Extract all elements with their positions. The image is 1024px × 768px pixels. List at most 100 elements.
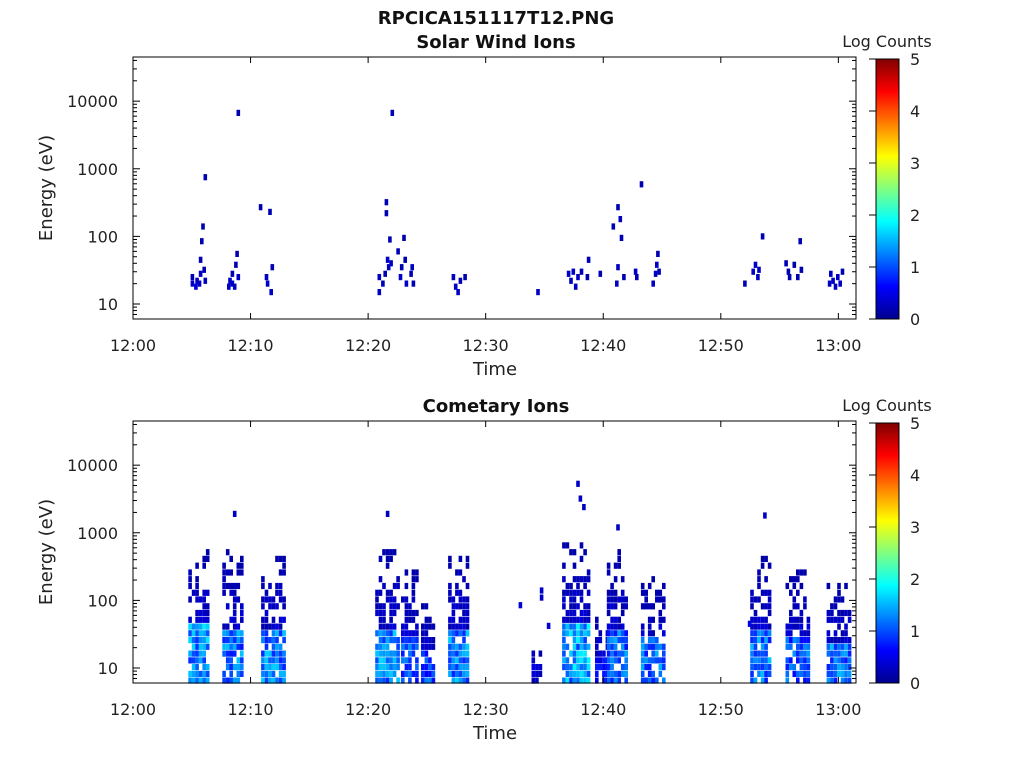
heatmap-cell <box>205 549 210 556</box>
heatmap-cell <box>562 589 566 596</box>
heatmap-cell <box>572 596 577 603</box>
heatmap-cell <box>264 630 269 637</box>
heatmap-cell <box>647 623 652 630</box>
heatmap-cell <box>396 248 400 255</box>
heatmap-cell <box>404 657 409 664</box>
heatmap-cell <box>658 664 663 671</box>
heatmap-cell <box>644 596 648 603</box>
heatmap-cell <box>602 664 606 671</box>
heatmap-cell <box>410 264 414 271</box>
heatmap-cell <box>229 664 233 671</box>
heatmap-cell <box>236 582 241 590</box>
heatmap-cell <box>620 603 625 610</box>
heatmap-cell <box>269 289 273 296</box>
heatmap-cell <box>610 643 614 650</box>
heatmap-cell <box>826 616 831 623</box>
heatmap-cell <box>278 664 283 671</box>
heatmap-cell <box>236 596 241 603</box>
heatmap-cell <box>750 616 754 623</box>
heatmap-cell <box>270 264 275 271</box>
heatmap-cell <box>408 637 412 644</box>
y-tick-label: 10 <box>98 295 118 314</box>
heatmap-cell <box>844 643 848 650</box>
heatmap-cell <box>785 664 790 671</box>
heatmap-cell <box>662 664 666 671</box>
heatmap-cell <box>408 657 412 664</box>
heatmap-cell <box>240 609 244 617</box>
heatmap-cell <box>409 270 413 277</box>
heatmap-cell <box>382 657 386 664</box>
heatmap-cell <box>229 569 233 576</box>
heatmap-cell <box>655 589 659 596</box>
heatmap-cell <box>378 657 383 664</box>
heatmap-cell <box>282 670 286 677</box>
heatmap-cell <box>655 596 659 603</box>
heatmap-cell <box>465 643 470 650</box>
heatmap-cell <box>451 630 456 637</box>
heatmap-cell <box>264 596 269 603</box>
heatmap-cell <box>236 637 241 644</box>
heatmap-cell <box>620 630 625 637</box>
heatmap-cell <box>651 576 655 583</box>
heatmap-cell <box>385 643 390 650</box>
heatmap-cell <box>569 677 573 684</box>
heatmap-cell <box>658 670 663 677</box>
heatmap-cell <box>833 670 838 677</box>
heatmap-cell <box>789 630 793 637</box>
heatmap-cell <box>763 512 767 519</box>
heatmap-cell <box>833 630 838 637</box>
heatmap-cell <box>229 630 233 637</box>
heatmap-cell <box>655 677 659 684</box>
heatmap-cell <box>583 657 587 664</box>
heatmap-cell <box>753 650 758 657</box>
heatmap-cell <box>796 616 800 623</box>
heatmap-cell <box>569 609 573 617</box>
heatmap-cell <box>640 670 645 677</box>
heatmap-cell <box>453 283 458 290</box>
heatmap-cell <box>830 637 834 644</box>
heatmap-cell <box>565 623 570 630</box>
heatmap-cell <box>451 616 456 623</box>
heatmap-cell <box>264 670 269 677</box>
heatmap-cell <box>565 670 570 677</box>
heatmap-cell <box>455 670 459 677</box>
heatmap-cell <box>640 623 645 630</box>
heatmap-cell <box>658 616 663 623</box>
heatmap-cell <box>613 630 618 637</box>
cometary-ions-y-axis-label: Energy (eV) <box>36 499 57 605</box>
heatmap-cell <box>195 609 199 617</box>
heatmap-cell <box>613 670 618 677</box>
y-tick-label: 10000 <box>67 92 118 111</box>
heatmap-cell <box>826 637 831 644</box>
heatmap-cell <box>198 643 203 650</box>
heatmap-cell <box>586 630 591 637</box>
heatmap-cell <box>565 630 570 637</box>
heatmap-cell <box>613 596 618 603</box>
heatmap-cell <box>261 630 265 637</box>
heatmap-cell <box>402 234 406 241</box>
heatmap-cell <box>198 596 203 603</box>
heatmap-cell <box>278 589 283 596</box>
heatmap-cell <box>624 630 628 637</box>
heatmap-cell <box>562 562 566 569</box>
heatmap-cell <box>390 109 395 116</box>
heatmap-cell <box>225 623 230 630</box>
heatmap-cell <box>847 650 852 657</box>
heatmap-cell <box>595 677 599 684</box>
heatmap-cell <box>655 643 659 650</box>
heatmap-cell <box>396 576 400 583</box>
heatmap-cell <box>451 637 456 644</box>
heatmap-cell <box>465 562 470 569</box>
heatmap-cell <box>271 637 276 644</box>
heatmap-cell <box>616 264 620 271</box>
heatmap-cell <box>617 596 621 603</box>
heatmap-cell <box>421 637 425 644</box>
heatmap-cell <box>401 623 405 630</box>
heatmap-cell <box>764 637 768 644</box>
heatmap-cell <box>261 650 265 657</box>
heatmap-cell <box>803 643 807 650</box>
heatmap-cell <box>396 643 400 650</box>
heatmap-cell <box>786 268 791 275</box>
heatmap-cell <box>385 657 390 664</box>
